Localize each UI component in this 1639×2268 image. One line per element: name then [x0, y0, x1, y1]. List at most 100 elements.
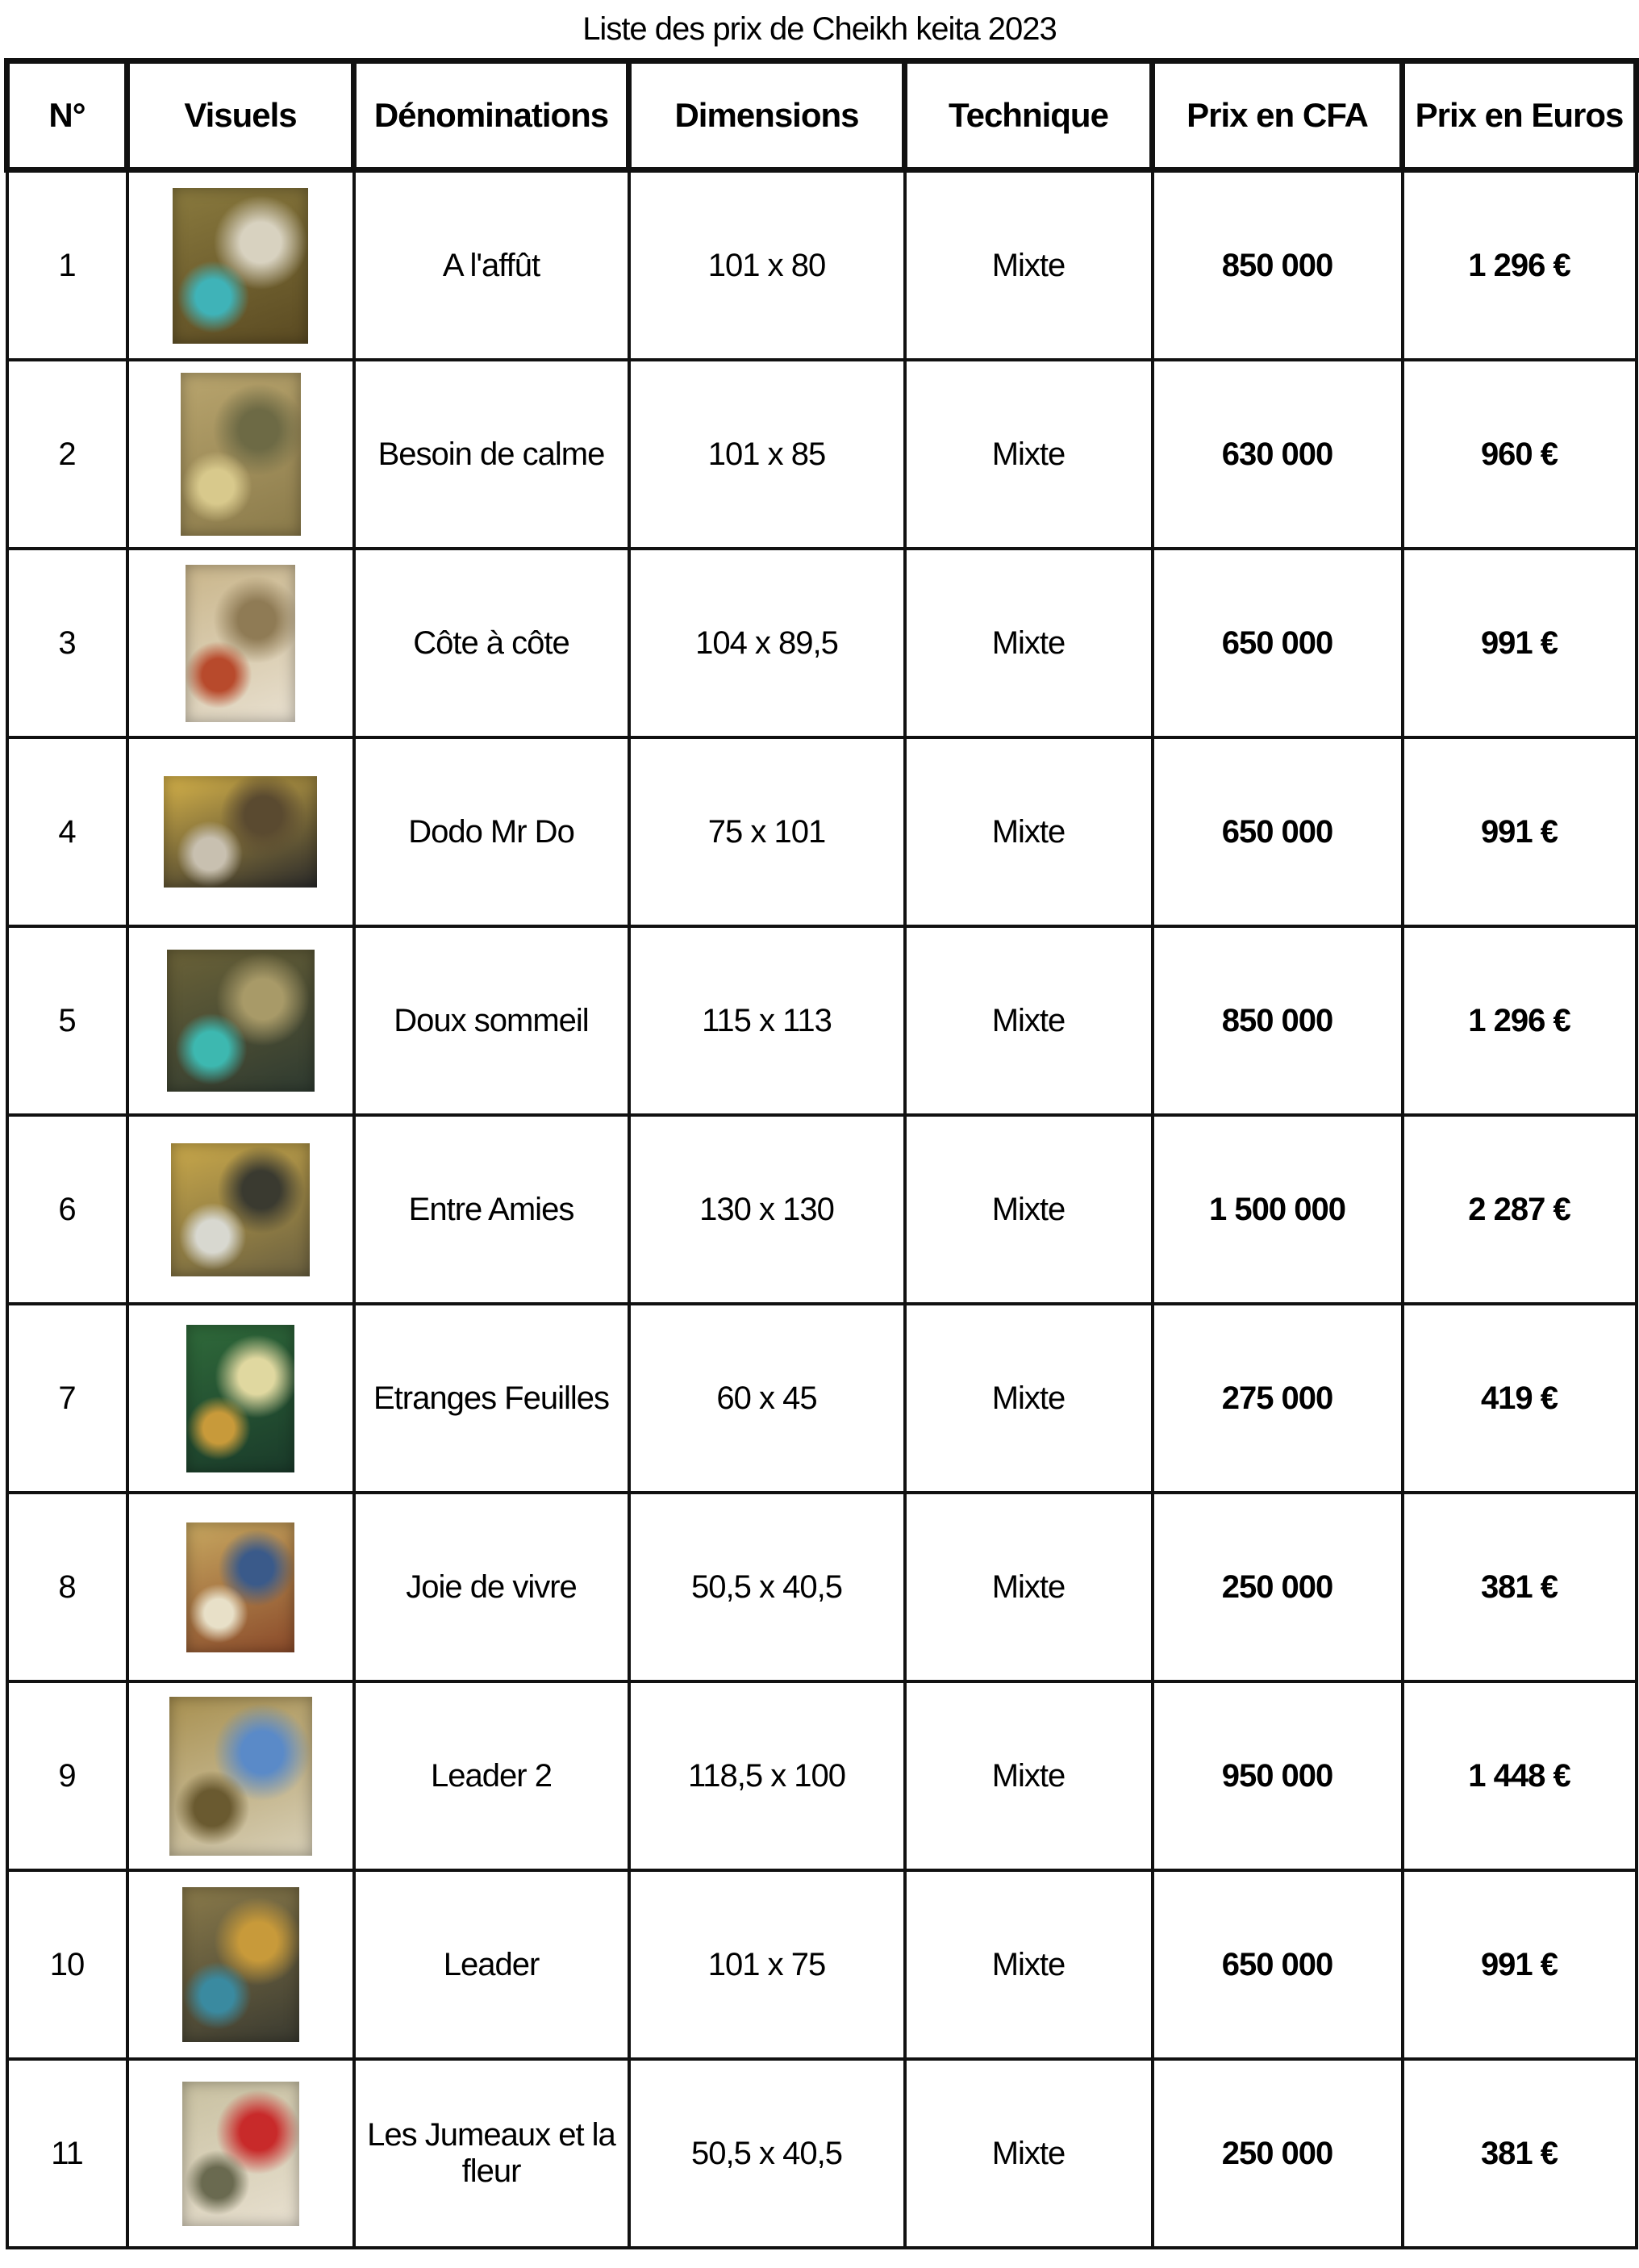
price-euros-cell: 1 296 € [1400, 168, 1638, 361]
table-row: 4 Dodo Mr Do 75 x 101 Mixte 650 000 991 € [5, 736, 1638, 928]
dimensions-cell: 101 x 75 [627, 1869, 907, 2061]
artwork-thumbnail [181, 2081, 299, 2226]
visual-cell [125, 168, 356, 361]
header-row: N° Visuels Dénominations Dimensions Tech… [4, 58, 1639, 173]
number-cell: 5 [5, 925, 129, 1117]
name-cell: Dodo Mr Do [352, 736, 631, 928]
table-row: 5 Doux sommeil 115 x 113 Mixte 850 000 1 296 … [5, 925, 1638, 1117]
table-row: 9 Leader 2 118,5 x 100 Mixte 950 000 1 448 € [5, 1680, 1638, 1872]
technique-cell: Mixte [903, 547, 1154, 739]
number-cell: 4 [5, 736, 129, 928]
price-cfa-cell: 650 000 [1150, 736, 1404, 928]
visual-cell [125, 1113, 356, 1305]
dimensions-cell: 104 x 89,5 [627, 547, 907, 739]
price-euros-cell: 381 € [1400, 2057, 1638, 2249]
header-visuals: Visuels [124, 58, 357, 173]
technique-cell: Mixte [903, 1113, 1154, 1305]
price-cfa-cell: 850 000 [1150, 925, 1404, 1117]
artwork-thumbnail [164, 776, 317, 888]
visual-cell [125, 2057, 356, 2249]
dimensions-cell: 60 x 45 [627, 1302, 907, 1494]
artwork-thumbnail [186, 1324, 294, 1472]
technique-cell: Mixte [903, 925, 1154, 1117]
price-euros-cell: 1 448 € [1400, 1680, 1638, 1872]
name-cell: Joie de vivre [352, 1491, 631, 1683]
dimensions-cell: 50,5 x 40,5 [627, 1491, 907, 1683]
header-dimensions: Dimensions [626, 58, 907, 173]
technique-cell: Mixte [903, 2057, 1154, 2249]
name-cell: Besoin de calme [352, 358, 631, 550]
table-row: 11 Les Jumeaux et la fleur 50,5 x 40,5 Mixt… [5, 2057, 1638, 2249]
name-cell: Etranges Feuilles [352, 1302, 631, 1494]
visual-cell [125, 547, 356, 739]
table-row: 7 Etranges Feuilles 60 x 45 Mixte 275 000 419… [5, 1302, 1638, 1494]
name-cell: Doux sommeil [352, 925, 631, 1117]
number-cell: 9 [5, 1680, 129, 1872]
artwork-thumbnail [166, 950, 315, 1092]
artwork-thumbnail [173, 187, 308, 344]
artwork-thumbnail [186, 564, 295, 722]
table-row: 8 Joie de vivre 50,5 x 40,5 Mixte 250 000 381… [5, 1491, 1638, 1683]
number-cell: 10 [5, 1869, 129, 2061]
page-title: Liste des prix de Cheikh keita 2023 [582, 11, 1057, 47]
number-cell: 7 [5, 1302, 129, 1494]
price-euros-cell: 2 287 € [1400, 1113, 1638, 1305]
price-euros-cell: 960 € [1400, 358, 1638, 550]
technique-cell: Mixte [903, 1302, 1154, 1494]
dimensions-cell: 118,5 x 100 [627, 1680, 907, 1872]
dimensions-cell: 101 x 80 [627, 168, 907, 361]
artwork-thumbnail [171, 1142, 310, 1276]
technique-cell: Mixte [903, 168, 1154, 361]
header-technique: Technique [902, 58, 1155, 173]
artwork-thumbnail [169, 1696, 312, 1856]
technique-cell: Mixte [903, 1869, 1154, 2061]
name-cell: Côte à côte [352, 547, 631, 739]
table-row: 6 Entre Amies 130 x 130 Mixte 1 500 000 2 287… [5, 1113, 1638, 1305]
price-cfa-cell: 250 000 [1150, 1491, 1404, 1683]
visual-cell [125, 736, 356, 928]
price-euros-cell: 1 296 € [1400, 925, 1638, 1117]
dimensions-cell: 130 x 130 [627, 1113, 907, 1305]
price-cfa-cell: 950 000 [1150, 1680, 1404, 1872]
header-price-euros: Prix en Euros [1399, 58, 1639, 173]
price-cfa-cell: 850 000 [1150, 168, 1404, 361]
number-cell: 6 [5, 1113, 129, 1305]
price-euros-cell: 381 € [1400, 1491, 1638, 1683]
price-table: N° Visuels Dénominations Dimensions Tech… [4, 58, 1639, 2249]
table-row: 3 Côte à côte 104 x 89,5 Mixte 650 000 991 € [5, 547, 1638, 739]
name-cell: Entre Amies [352, 1113, 631, 1305]
technique-cell: Mixte [903, 1491, 1154, 1683]
name-cell: Leader [352, 1869, 631, 2061]
price-euros-cell: 991 € [1400, 736, 1638, 928]
header-number: N° [4, 58, 130, 173]
name-cell: Leader 2 [352, 1680, 631, 1872]
technique-cell: Mixte [903, 1680, 1154, 1872]
price-cfa-cell: 650 000 [1150, 547, 1404, 739]
number-cell: 2 [5, 358, 129, 550]
price-cfa-cell: 650 000 [1150, 1869, 1404, 2061]
visual-cell [125, 1680, 356, 1872]
number-cell: 3 [5, 547, 129, 739]
price-cfa-cell: 630 000 [1150, 358, 1404, 550]
visual-cell [125, 358, 356, 550]
table-row: 1 A l'affût 101 x 80 Mixte 850 000 1 296 € [5, 168, 1638, 361]
name-cell: Les Jumeaux et la fleur [352, 2057, 631, 2249]
dimensions-cell: 75 x 101 [627, 736, 907, 928]
header-names: Dénominations [351, 58, 632, 173]
dimensions-cell: 101 x 85 [627, 358, 907, 550]
price-euros-cell: 991 € [1400, 1869, 1638, 2061]
technique-cell: Mixte [903, 358, 1154, 550]
table-row: 2 Besoin de calme 101 x 85 Mixte 630 000 960 … [5, 358, 1638, 550]
technique-cell: Mixte [903, 736, 1154, 928]
price-cfa-cell: 250 000 [1150, 2057, 1404, 2249]
dimensions-cell: 50,5 x 40,5 [627, 2057, 907, 2249]
number-cell: 11 [5, 2057, 129, 2249]
number-cell: 8 [5, 1491, 129, 1683]
header-price-cfa: Prix en CFA [1149, 58, 1405, 173]
number-cell: 1 [5, 168, 129, 361]
price-cfa-cell: 1 500 000 [1150, 1113, 1404, 1305]
price-euros-cell: 991 € [1400, 547, 1638, 739]
artwork-thumbnail [181, 1887, 299, 2042]
price-cfa-cell: 275 000 [1150, 1302, 1404, 1494]
artwork-thumbnail [180, 373, 301, 536]
